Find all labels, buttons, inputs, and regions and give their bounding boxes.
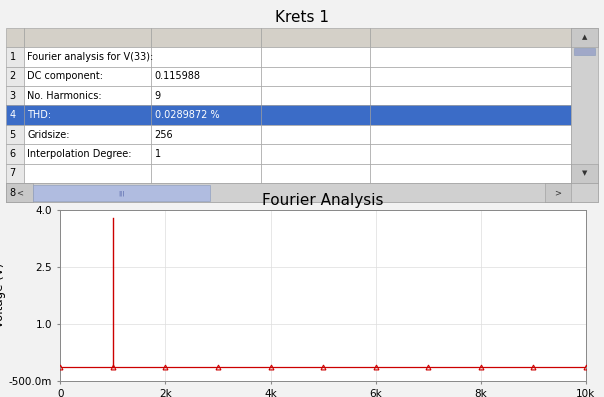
- Bar: [6, 183, 598, 202]
- Text: ▼: ▼: [582, 170, 587, 176]
- Bar: [370, 125, 571, 144]
- Bar: [151, 28, 260, 47]
- Bar: [6, 125, 24, 144]
- Bar: [571, 28, 598, 47]
- Bar: [6, 86, 24, 106]
- Bar: [151, 106, 260, 125]
- Title: Fourier Analysis: Fourier Analysis: [262, 193, 384, 208]
- Bar: [151, 86, 260, 106]
- Text: 0.0289872 %: 0.0289872 %: [155, 110, 219, 120]
- Text: 8: 8: [10, 188, 16, 198]
- Bar: [260, 144, 370, 164]
- Text: |||: |||: [118, 190, 124, 195]
- Bar: [151, 67, 260, 86]
- Bar: [6, 144, 24, 164]
- Text: <: <: [16, 188, 23, 197]
- Bar: [24, 125, 151, 144]
- Bar: [260, 47, 370, 67]
- Bar: [370, 144, 571, 164]
- Bar: [6, 67, 24, 86]
- Bar: [6, 164, 24, 183]
- Text: 3: 3: [10, 91, 16, 101]
- Bar: [370, 67, 571, 86]
- Bar: [151, 183, 260, 202]
- Bar: [260, 164, 370, 183]
- Text: >: >: [554, 188, 562, 197]
- Bar: [370, 106, 571, 125]
- Bar: [24, 86, 151, 106]
- Bar: [24, 47, 151, 67]
- Bar: [260, 86, 370, 106]
- Bar: [260, 67, 370, 86]
- Bar: [24, 144, 151, 164]
- Bar: [6, 183, 33, 202]
- Text: 7: 7: [10, 168, 16, 178]
- Bar: [151, 125, 260, 144]
- Text: THD:: THD:: [27, 110, 51, 120]
- Bar: [545, 183, 571, 202]
- Text: 1: 1: [10, 52, 16, 62]
- Text: 0.115988: 0.115988: [155, 71, 201, 81]
- Bar: [574, 48, 596, 55]
- Bar: [370, 183, 571, 202]
- Text: 4: 4: [10, 110, 16, 120]
- Text: 1: 1: [155, 149, 161, 159]
- Bar: [151, 164, 260, 183]
- Text: 5: 5: [10, 129, 16, 139]
- Bar: [24, 164, 151, 183]
- Bar: [260, 28, 370, 47]
- Bar: [24, 67, 151, 86]
- Bar: [370, 164, 571, 183]
- Text: 6: 6: [10, 149, 16, 159]
- Bar: [571, 28, 598, 202]
- Bar: [571, 164, 598, 183]
- Bar: [370, 28, 571, 47]
- Bar: [6, 106, 24, 125]
- Text: Interpolation Degree:: Interpolation Degree:: [27, 149, 132, 159]
- Text: 256: 256: [155, 129, 173, 139]
- Bar: [151, 47, 260, 67]
- Bar: [260, 106, 370, 125]
- Bar: [24, 106, 151, 125]
- Text: Fourier analysis for V(33):: Fourier analysis for V(33):: [27, 52, 153, 62]
- Bar: [260, 183, 370, 202]
- Bar: [370, 47, 571, 67]
- Bar: [24, 28, 151, 47]
- Text: 2: 2: [10, 71, 16, 81]
- Bar: [6, 183, 24, 202]
- Bar: [33, 185, 210, 200]
- Text: ▲: ▲: [582, 35, 587, 40]
- Bar: [24, 183, 151, 202]
- Bar: [370, 86, 571, 106]
- Bar: [260, 125, 370, 144]
- Text: No. Harmonics:: No. Harmonics:: [27, 91, 102, 101]
- Text: DC component:: DC component:: [27, 71, 103, 81]
- Text: Gridsize:: Gridsize:: [27, 129, 70, 139]
- Text: 9: 9: [155, 91, 161, 101]
- Bar: [6, 28, 24, 47]
- Bar: [6, 47, 24, 67]
- Y-axis label: Voltage (V): Voltage (V): [0, 263, 6, 328]
- Bar: [151, 144, 260, 164]
- Text: Krets 1: Krets 1: [275, 10, 329, 25]
